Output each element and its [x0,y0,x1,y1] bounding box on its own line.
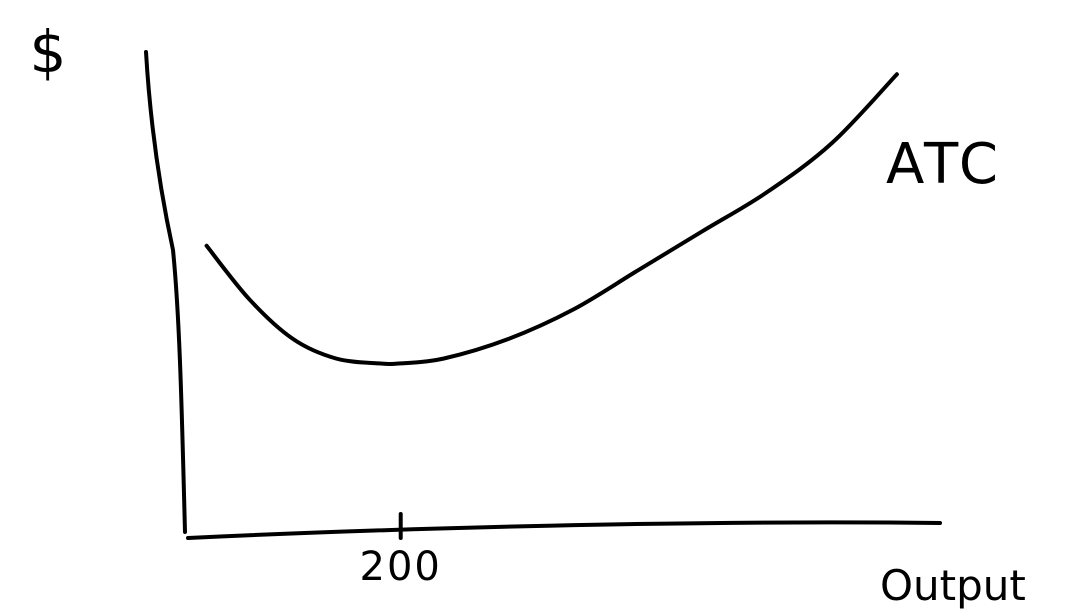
y-axis-label: $ [30,18,67,86]
x-axis-label: Output [880,561,1026,610]
x-tick-label-200: 200 [360,544,442,590]
series-label-atc: ATC [886,132,1002,197]
series-line-atc [204,72,899,366]
x-axis-line [186,520,942,540]
y-axis-line [144,50,187,534]
